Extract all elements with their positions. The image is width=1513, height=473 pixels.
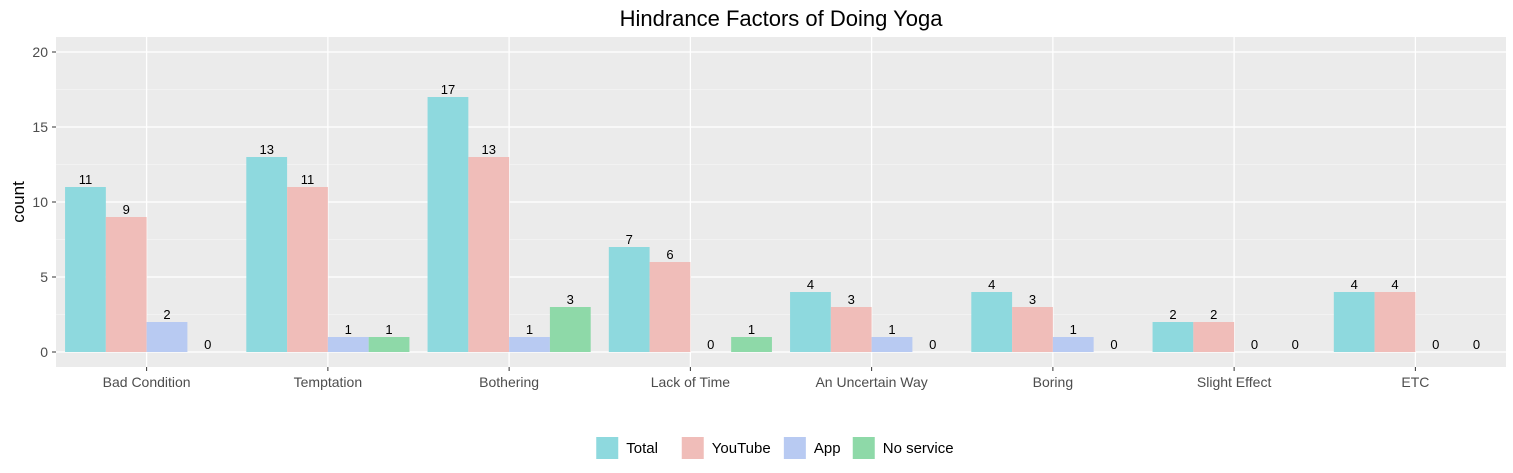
bar [971,292,1013,352]
legend-item: No service [852,437,954,459]
legend-key [852,437,875,459]
x-tick-label: Bad Condition [103,374,191,390]
bar-value-label: 3 [1029,292,1036,307]
bar-value-label: 1 [385,322,392,337]
x-tick-label: Slight Effect [1197,374,1272,390]
bar [608,247,650,352]
legend-label: No service [883,440,954,457]
legend-item: YouTube [681,437,771,459]
x-tick-label: ETC [1401,374,1429,390]
bar [790,292,831,352]
bar-value-label: 3 [567,292,574,307]
bar-value-label: 0 [707,337,714,352]
y-axis-title: count [9,181,28,223]
bar-value-label: 2 [163,307,170,322]
bar [1374,292,1416,352]
bar-value-label: 1 [526,322,533,337]
bar [549,307,591,352]
bar-value-label: 4 [807,277,814,292]
bar-value-label: 0 [1432,337,1439,352]
y-tick-label: 0 [40,344,48,360]
legend-label: YouTube [712,440,771,457]
bar [1012,307,1053,352]
bar-value-label: 0 [1473,337,1480,352]
bar-value-label: 0 [1292,337,1299,352]
bar [327,337,369,352]
y-tick-label: 5 [40,269,48,285]
legend-key [783,437,806,459]
bar [427,97,469,352]
bar [368,337,410,352]
y-tick-label: 10 [32,194,48,210]
chart-title: Hindrance Factors of Doing Yoga [620,6,944,31]
x-tick-label: Lack of Time [651,374,731,390]
bar-value-label: 7 [626,232,633,247]
bar-value-label: 1 [748,322,755,337]
bar [731,337,772,352]
bar-value-label: 13 [482,142,496,157]
x-tick-label: Bothering [479,374,539,390]
bar-value-label: 0 [929,337,936,352]
bar-value-label: 11 [301,172,315,187]
bar-value-label: 11 [79,172,93,187]
legend-item: App [783,437,841,459]
bar [287,187,328,352]
y-tick-label: 15 [32,119,48,135]
bar [468,157,510,352]
bar-value-label: 4 [988,277,995,292]
bar-value-label: 4 [1351,277,1358,292]
legend: Total YouTube App No service [596,437,954,459]
x-tick-label: Boring [1033,374,1073,390]
legend-item: Total [596,437,658,459]
bar [105,217,147,352]
bar [246,157,288,352]
bar-value-label: 9 [123,202,130,217]
bar [1193,322,1235,352]
bar-value-label: 13 [259,142,273,157]
legend-key [596,437,619,459]
bar-value-label: 4 [1391,277,1398,292]
bar-value-label: 2 [1210,307,1217,322]
bar [1333,292,1375,352]
bars [65,97,1416,352]
bar [65,187,106,352]
bar [830,307,872,352]
bar-value-label: 1 [1070,322,1077,337]
bar-value-label: 1 [888,322,895,337]
bar-value-label: 0 [204,337,211,352]
legend-label: App [814,440,841,457]
legend-label: Total [626,440,658,457]
bar-value-label: 0 [1251,337,1258,352]
bar [1152,322,1194,352]
bar [871,337,913,352]
bar-value-label: 3 [848,292,855,307]
bar [649,262,691,352]
bar-value-label: 0 [1110,337,1117,352]
bar [146,322,188,352]
x-tick-label: An Uncertain Way [815,374,927,390]
bar-value-label: 1 [345,322,352,337]
y-tick-label: 20 [32,44,48,60]
bar [1052,337,1094,352]
bar-value-label: 17 [441,82,455,97]
bar-value-label: 2 [1169,307,1176,322]
bar [509,337,550,352]
legend-key [681,437,704,459]
x-tick-label: Temptation [294,374,362,390]
bar-value-label: 6 [666,247,673,262]
